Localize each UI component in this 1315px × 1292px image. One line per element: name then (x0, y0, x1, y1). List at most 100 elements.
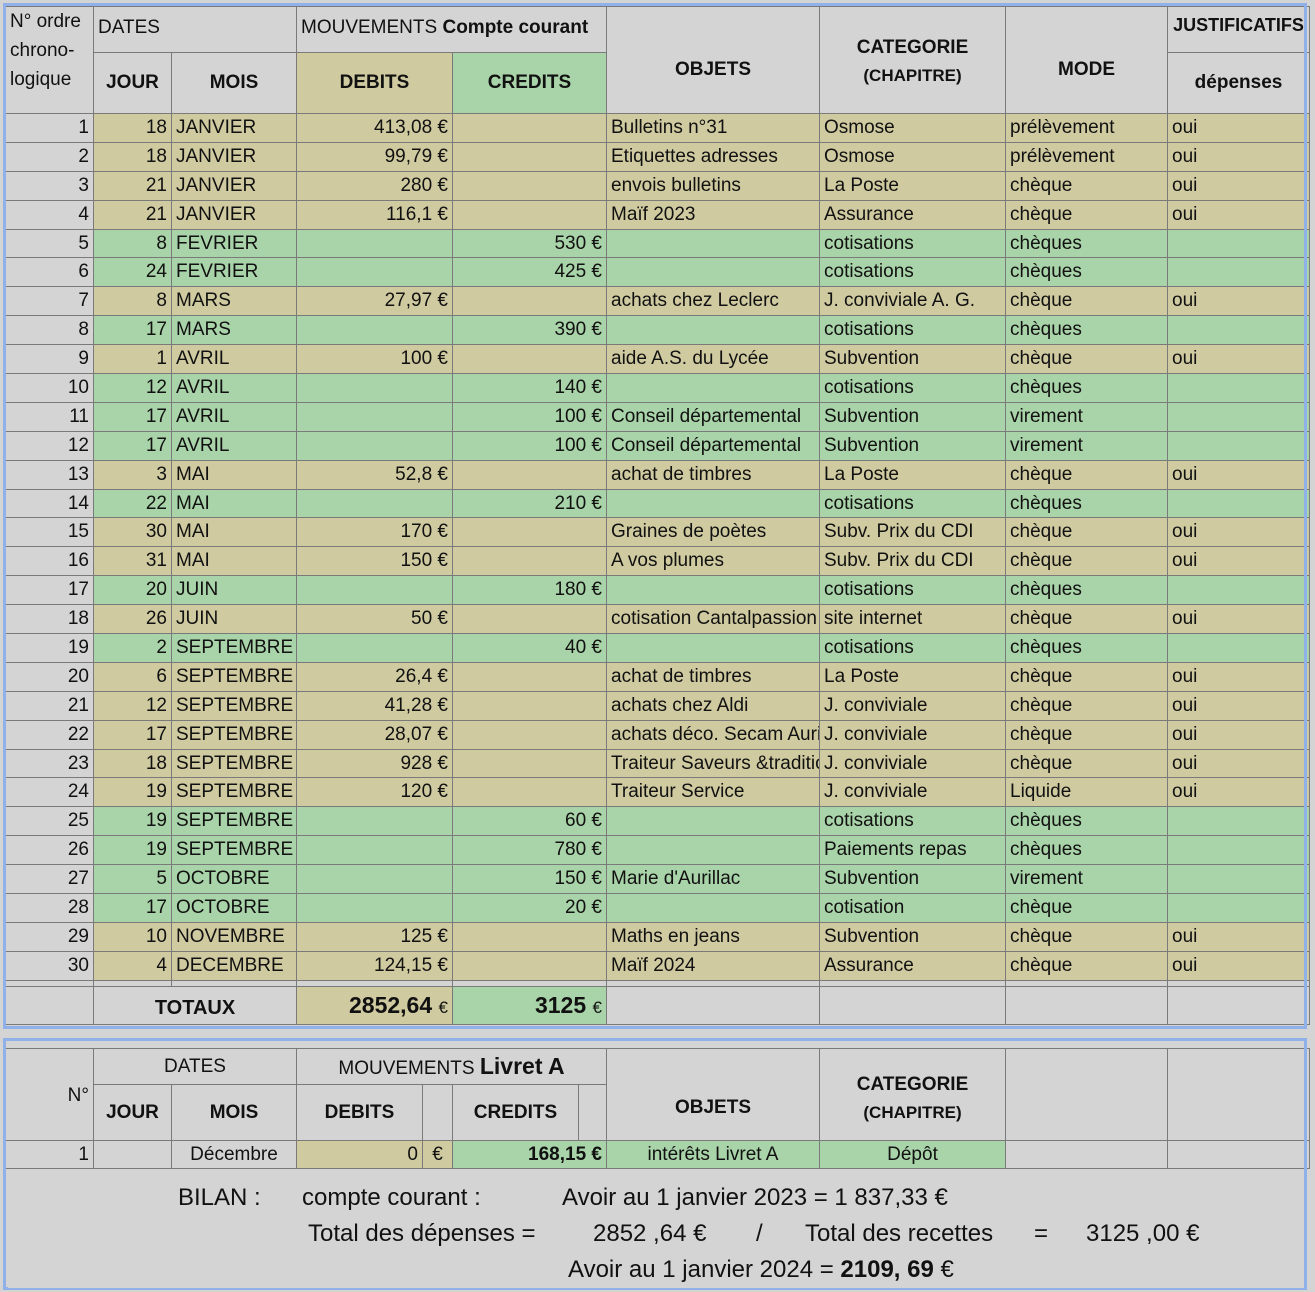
livret-header-chapitre: (CHAPITRE) (863, 1102, 962, 1122)
row-debit: 116,1 € (296, 199, 453, 230)
table-row: 4 21 JANVIER 116,1 € Maïf 2023 Assurance chèqu… (5, 199, 1310, 230)
row-number: 2 (5, 141, 94, 172)
totals-row: TOTAUX 2852,64 €3125 € (5, 985, 1310, 1025)
row-objet: envois bulletins (606, 170, 820, 201)
livret-row-debit-euro: € (422, 1140, 453, 1169)
row-objet: Marie d'Aurillac (606, 864, 820, 895)
bilan-avoir-fin-euro: € (940, 1256, 954, 1283)
row-mode: chèques (1005, 575, 1168, 606)
totals-label: TOTAUX (93, 985, 297, 1025)
row-jour: 17 (93, 401, 172, 432)
row-debit (296, 633, 453, 663)
livret-row-empty-2 (1167, 1140, 1310, 1169)
row-objet (606, 257, 820, 288)
row-debit (296, 575, 453, 606)
bilan-total-recettes-label: Total des recettes (805, 1220, 994, 1247)
row-mois: AVRIL (171, 430, 297, 461)
row-categorie: J. conviviale A. G. (819, 286, 1006, 317)
row-debit (296, 864, 453, 895)
row-categorie: La Poste (819, 661, 1006, 692)
row-credit (452, 517, 607, 548)
row-mode: virement (1005, 430, 1168, 461)
row-credit: 425 € (452, 257, 607, 288)
row-mois: DECEMBRE (171, 950, 297, 981)
row-mois: JANVIER (171, 199, 297, 230)
row-credit (452, 748, 607, 779)
row-jour: 30 (93, 517, 172, 548)
table-row: 23 18 SEPTEMBRE 928 € Traiteur Saveurs &trad… (5, 748, 1310, 779)
row-categorie: site internet (819, 604, 1006, 635)
row-objet: Maïf 2023 (606, 199, 820, 230)
row-categorie: Assurance (819, 199, 1006, 230)
row-mois: AVRIL (171, 401, 297, 432)
row-categorie: cotisations (819, 228, 1006, 259)
table-row: 30 4 DECEMBRE 124,15 € Maïf 2024 Assurance chè… (5, 950, 1310, 981)
row-credit: 530 € (452, 228, 607, 259)
row-mois: OCTOBRE (171, 893, 297, 923)
row-number: 3 (5, 170, 94, 201)
row-categorie: La Poste (819, 170, 1006, 201)
row-mode: chèque (1005, 921, 1168, 952)
livret-header-categorie: CATEGORIE (CHAPITRE) (819, 1048, 1006, 1141)
row-mois: JANVIER (171, 170, 297, 201)
row-number: 18 (5, 604, 94, 635)
header-mode: MODE (1005, 6, 1168, 114)
row-number: 5 (5, 228, 94, 259)
row-categorie: Paiements repas (819, 835, 1006, 866)
row-mois: OCTOBRE (171, 864, 297, 895)
row-mode: chèque (1005, 517, 1168, 548)
table-row: 24 19 SEPTEMBRE 120 € Traiteur Service J. con… (5, 777, 1310, 808)
header-ordre: N° ordre chrono-logique (5, 6, 94, 114)
row-justificatif: oui (1167, 777, 1310, 808)
header-credits: CREDITS (452, 52, 607, 114)
row-jour: 24 (93, 257, 172, 288)
row-mode: chèque (1005, 661, 1168, 692)
row-mode: chèque (1005, 199, 1168, 230)
table-row: 15 30 MAI 170 € Graines de poètes Subv. Prix … (5, 517, 1310, 548)
row-credit: 780 € (452, 835, 607, 866)
row-jour: 17 (93, 315, 172, 346)
row-jour: 26 (93, 604, 172, 635)
row-mois: JUIN (171, 575, 297, 606)
row-mois: FEVRIER (171, 257, 297, 288)
row-justificatif (1167, 228, 1310, 259)
row-jour: 3 (93, 459, 172, 490)
totals-debit: 2852,64 € (296, 985, 453, 1025)
row-number: 10 (5, 373, 94, 403)
header-mois: MOIS (171, 52, 297, 114)
table-row: 18 26 JUIN 50 € cotisation Cantalpassion site… (5, 604, 1310, 635)
row-number: 24 (5, 777, 94, 808)
row-categorie: Assurance (819, 950, 1006, 981)
row-justificatif: oui (1167, 286, 1310, 317)
row-mode: prélèvement (1005, 113, 1168, 143)
header-jour: JOUR (93, 52, 172, 114)
row-credit (452, 950, 607, 981)
row-debit: 41,28 € (296, 690, 453, 721)
header-debits: DEBITS (296, 52, 453, 114)
row-debit: 124,15 € (296, 950, 453, 981)
row-justificatif: oui (1167, 170, 1310, 201)
row-jour: 18 (93, 748, 172, 779)
header-dates: DATES (93, 6, 297, 53)
row-debit: 413,08 € (296, 113, 453, 143)
row-justificatif: oui (1167, 921, 1310, 952)
row-categorie: cotisation (819, 893, 1006, 923)
row-categorie: J. conviviale (819, 690, 1006, 721)
row-objet: Traiteur Saveurs &traditions (606, 748, 820, 779)
row-number: 28 (5, 893, 94, 923)
row-objet: Traiteur Service (606, 777, 820, 808)
totals-credit-value: 3125 (534, 991, 587, 1018)
row-objet: achat de timbres (606, 661, 820, 692)
row-mode: virement (1005, 401, 1168, 432)
row-jour: 17 (93, 430, 172, 461)
row-justificatif: oui (1167, 661, 1310, 692)
row-objet: achat de timbres (606, 459, 820, 490)
row-mois: SEPTEMBRE (171, 690, 297, 721)
table-row: 16 31 MAI 150 € A vos plumes Subv. Prix du CD… (5, 546, 1310, 577)
livret-row-jour (93, 1140, 172, 1169)
table-row: 1 18 JANVIER 413,08 € Bulletins n°31 Osmose pr… (5, 113, 1310, 143)
row-justificatif: oui (1167, 113, 1310, 143)
livret-row-categorie: Dépôt (819, 1140, 1006, 1169)
livret-row-objet: intérêts Livret A (606, 1140, 820, 1169)
livret-header-empty-1 (1005, 1048, 1168, 1141)
